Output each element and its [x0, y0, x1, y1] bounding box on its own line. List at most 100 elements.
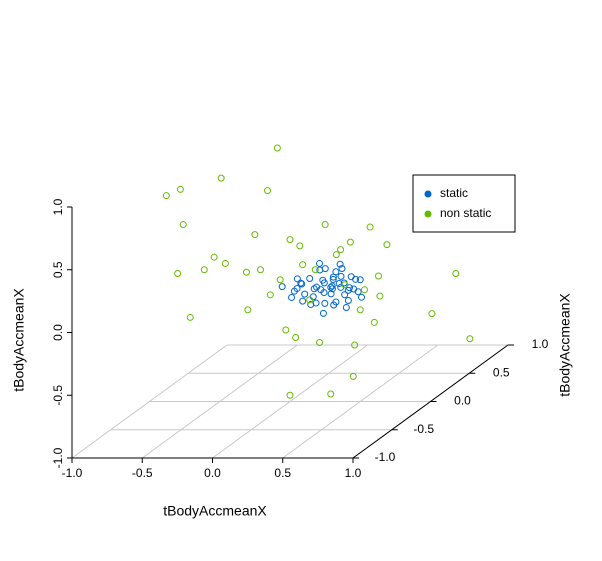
point [337, 246, 345, 254]
point [299, 297, 307, 305]
point [327, 290, 335, 298]
point [327, 390, 335, 398]
point [299, 261, 307, 269]
point [266, 291, 274, 299]
point [344, 297, 352, 305]
point [356, 306, 364, 314]
point [273, 144, 281, 152]
y-axis-label: tBodyAccmeanX [557, 293, 573, 397]
point [347, 273, 355, 281]
z-tick-label: -0.5 [51, 385, 65, 406]
z-axis-label: tBodyAccmeanX [11, 288, 27, 392]
point [346, 238, 354, 246]
z-tick-label: 0.0 [51, 324, 65, 341]
point [286, 236, 294, 244]
point [264, 187, 272, 195]
point [341, 281, 349, 289]
x-axis-label: tBodyAccmeanX [163, 503, 267, 519]
y-tick-label: 0.0 [454, 394, 471, 408]
x-tick-label: -0.5 [132, 466, 153, 480]
point [210, 253, 218, 261]
point [293, 275, 301, 283]
point [176, 185, 184, 193]
point [337, 272, 345, 280]
point [327, 283, 335, 291]
y-axis [352, 344, 509, 459]
point [349, 372, 357, 380]
y-tick-label: 0.5 [493, 365, 510, 379]
point [370, 318, 378, 326]
point [350, 285, 358, 293]
x-tick-label: -1.0 [62, 466, 83, 480]
point [366, 223, 374, 231]
point [307, 301, 315, 309]
point [356, 276, 364, 284]
point [316, 339, 324, 347]
legend-label: static [440, 186, 468, 200]
point [354, 288, 362, 296]
point [276, 276, 284, 284]
point [310, 285, 318, 293]
point [242, 268, 250, 276]
point [330, 301, 338, 309]
point [316, 266, 324, 274]
point [278, 283, 286, 291]
point [244, 306, 252, 314]
z-tick-label: -1.0 [51, 447, 65, 468]
point [316, 259, 324, 267]
point [338, 264, 346, 272]
legend-box [412, 174, 516, 233]
point [341, 291, 349, 299]
legend-marker [424, 190, 432, 198]
point [286, 391, 294, 399]
point [251, 231, 259, 239]
z-tick-label: 1.0 [51, 198, 65, 215]
point [288, 293, 296, 301]
point [342, 304, 350, 311]
point [452, 269, 460, 277]
z-tick-label: 0.5 [51, 261, 65, 278]
point [328, 285, 336, 293]
point [375, 272, 383, 280]
point [298, 280, 306, 288]
point [174, 269, 182, 277]
point [317, 286, 325, 294]
point [321, 299, 329, 307]
point [311, 266, 319, 274]
point [290, 287, 298, 295]
point [292, 333, 300, 341]
point [200, 266, 208, 274]
point [162, 192, 170, 200]
x-tick-label: 0.5 [274, 466, 291, 480]
point [319, 309, 327, 317]
point [329, 275, 337, 283]
point [301, 290, 309, 298]
point [329, 273, 337, 281]
point [332, 251, 340, 259]
point [306, 275, 314, 283]
y-tick-label: 1.0 [532, 337, 549, 351]
legend-label: non static [440, 206, 491, 220]
point [328, 282, 336, 290]
point [360, 286, 368, 294]
point [321, 221, 329, 229]
y-tick-label: -0.5 [413, 422, 434, 436]
point [217, 174, 225, 182]
point [297, 279, 305, 287]
point [282, 326, 290, 334]
point [428, 310, 436, 318]
point [320, 279, 328, 287]
point [351, 341, 359, 349]
point [358, 293, 366, 301]
point [306, 296, 314, 304]
legend-marker [424, 210, 432, 218]
point [221, 259, 229, 267]
point [376, 292, 384, 300]
point [336, 260, 344, 268]
point [466, 335, 474, 343]
x-tick-label: 1.0 [345, 466, 362, 480]
point [296, 242, 304, 250]
point [179, 221, 187, 229]
point [383, 241, 391, 249]
